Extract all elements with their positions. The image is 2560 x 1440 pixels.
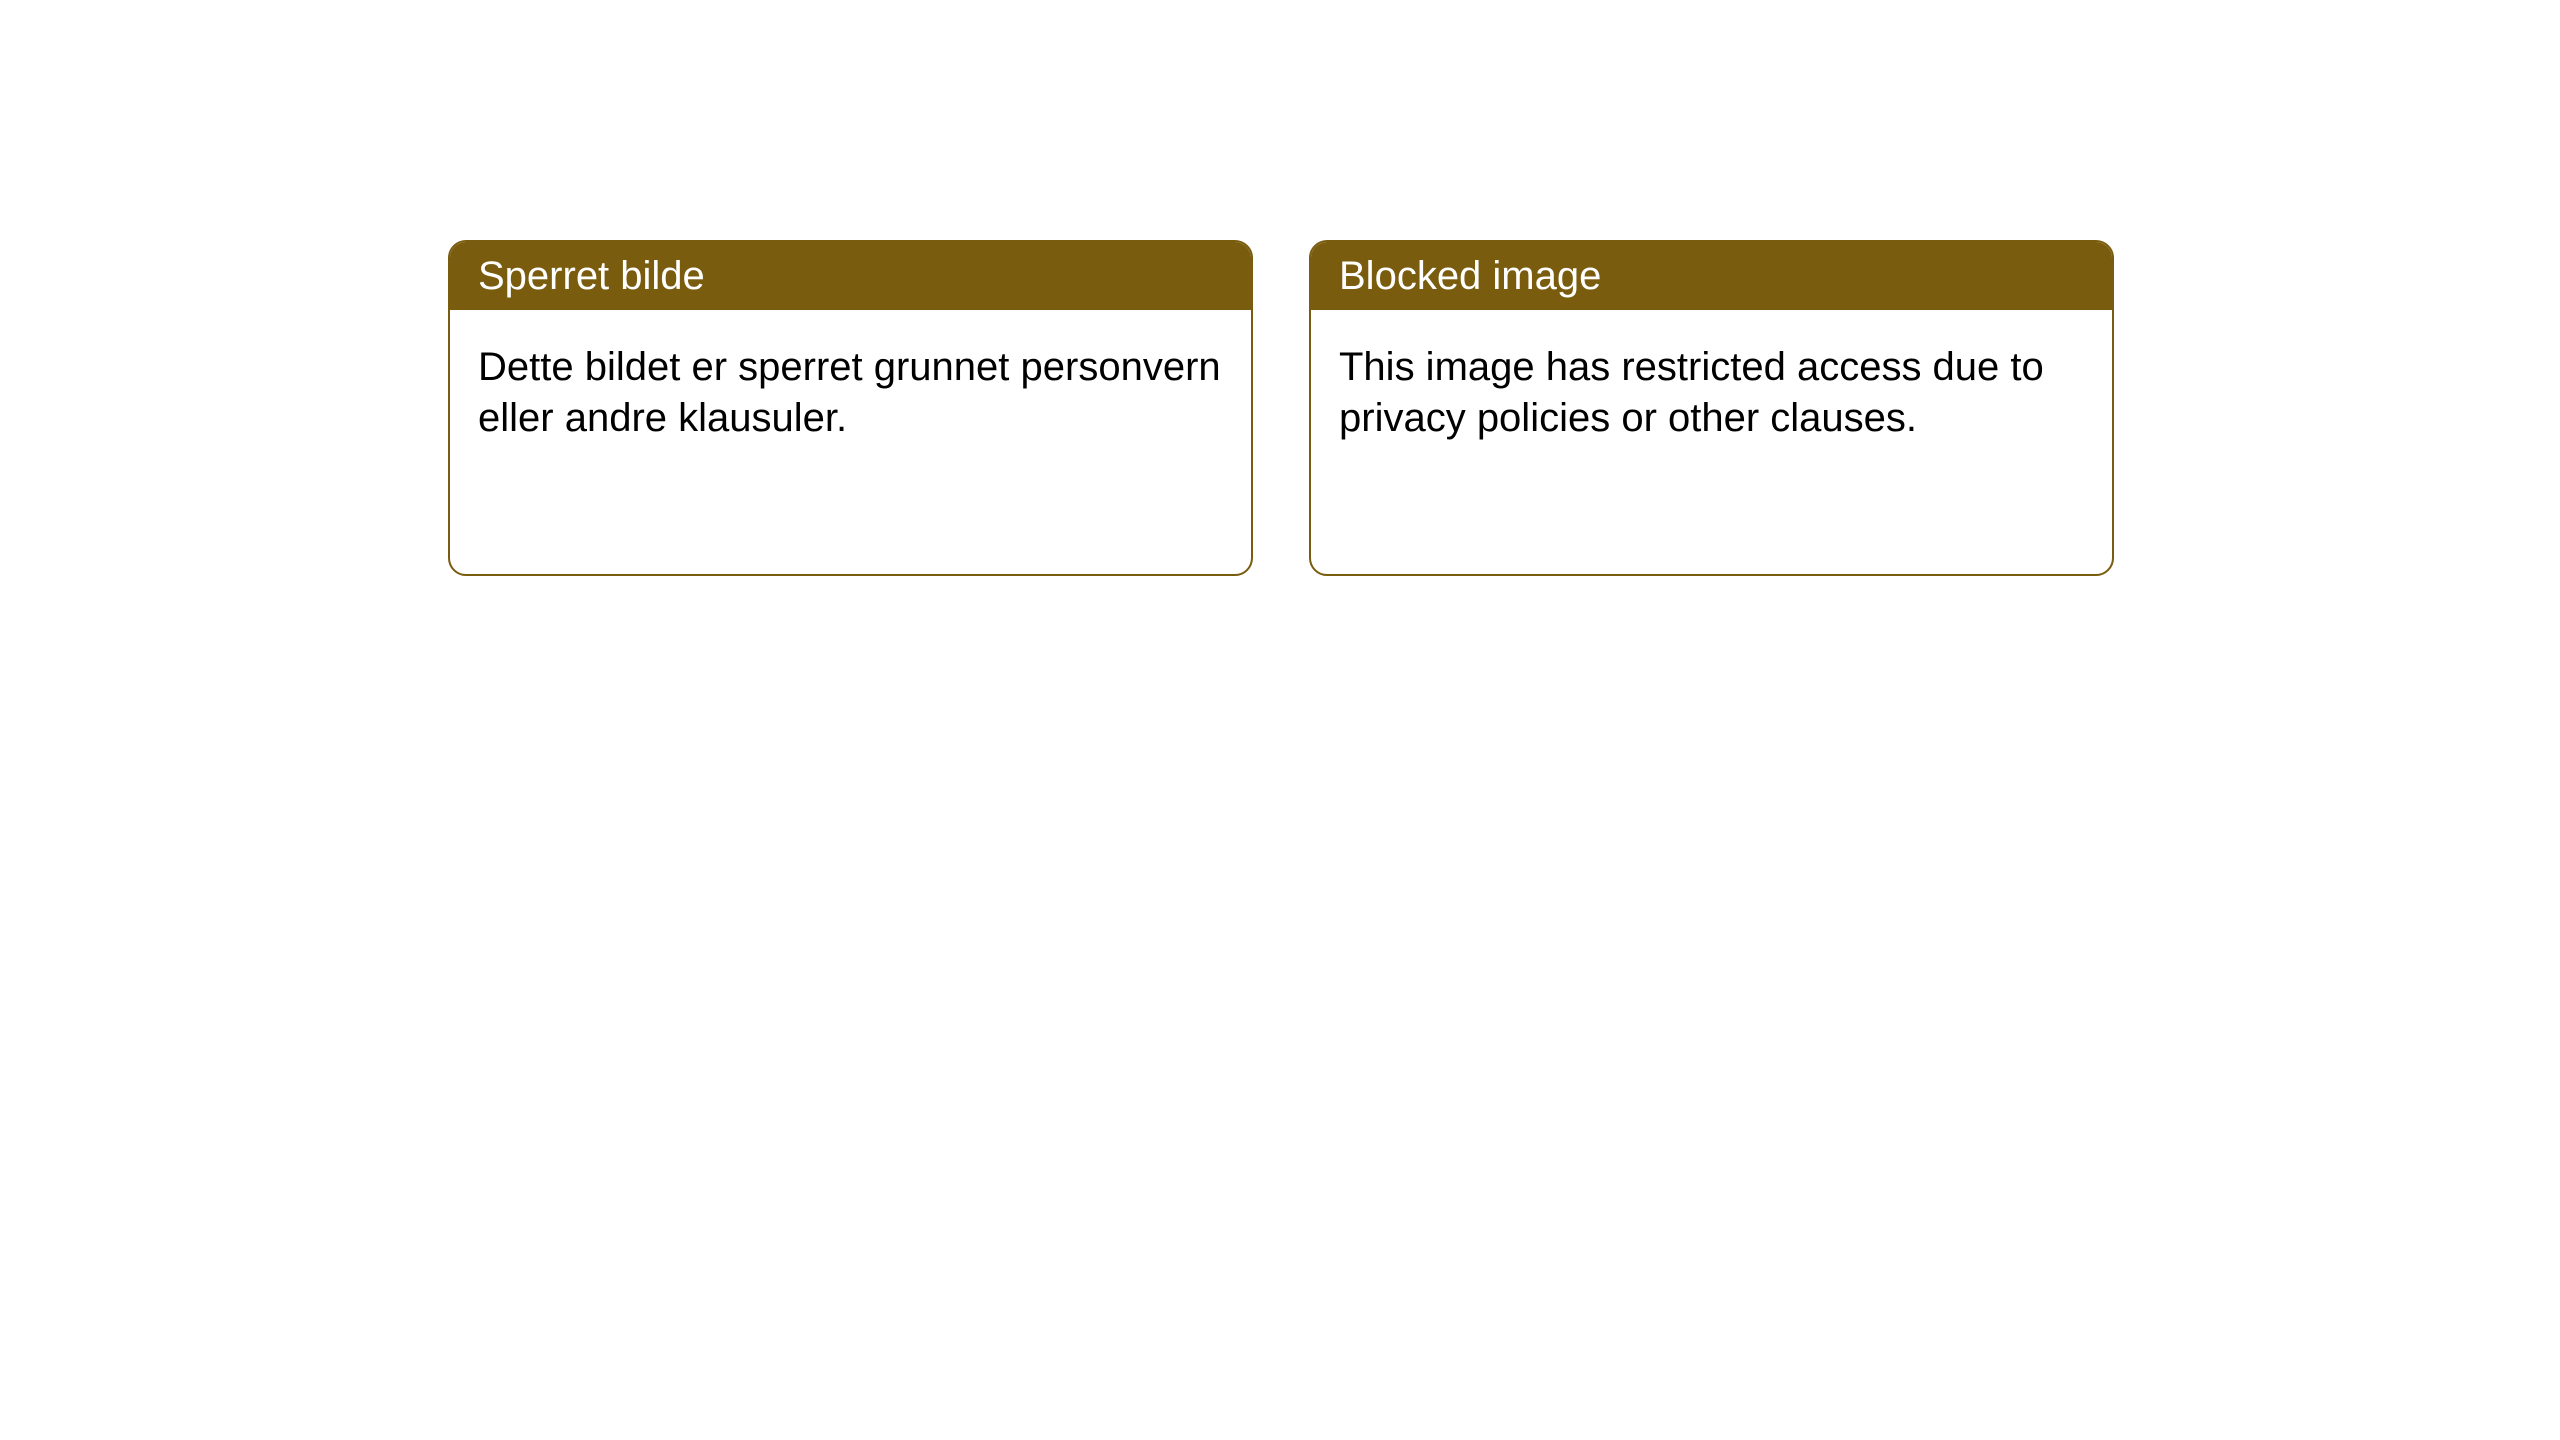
notice-body: Dette bildet er sperret grunnet personve…: [450, 310, 1251, 476]
notice-container: Sperret bilde Dette bildet er sperret gr…: [0, 0, 2560, 576]
notice-card-norwegian: Sperret bilde Dette bildet er sperret gr…: [448, 240, 1253, 576]
notice-header: Blocked image: [1311, 242, 2112, 310]
notice-body: This image has restricted access due to …: [1311, 310, 2112, 476]
notice-header: Sperret bilde: [450, 242, 1251, 310]
notice-card-english: Blocked image This image has restricted …: [1309, 240, 2114, 576]
